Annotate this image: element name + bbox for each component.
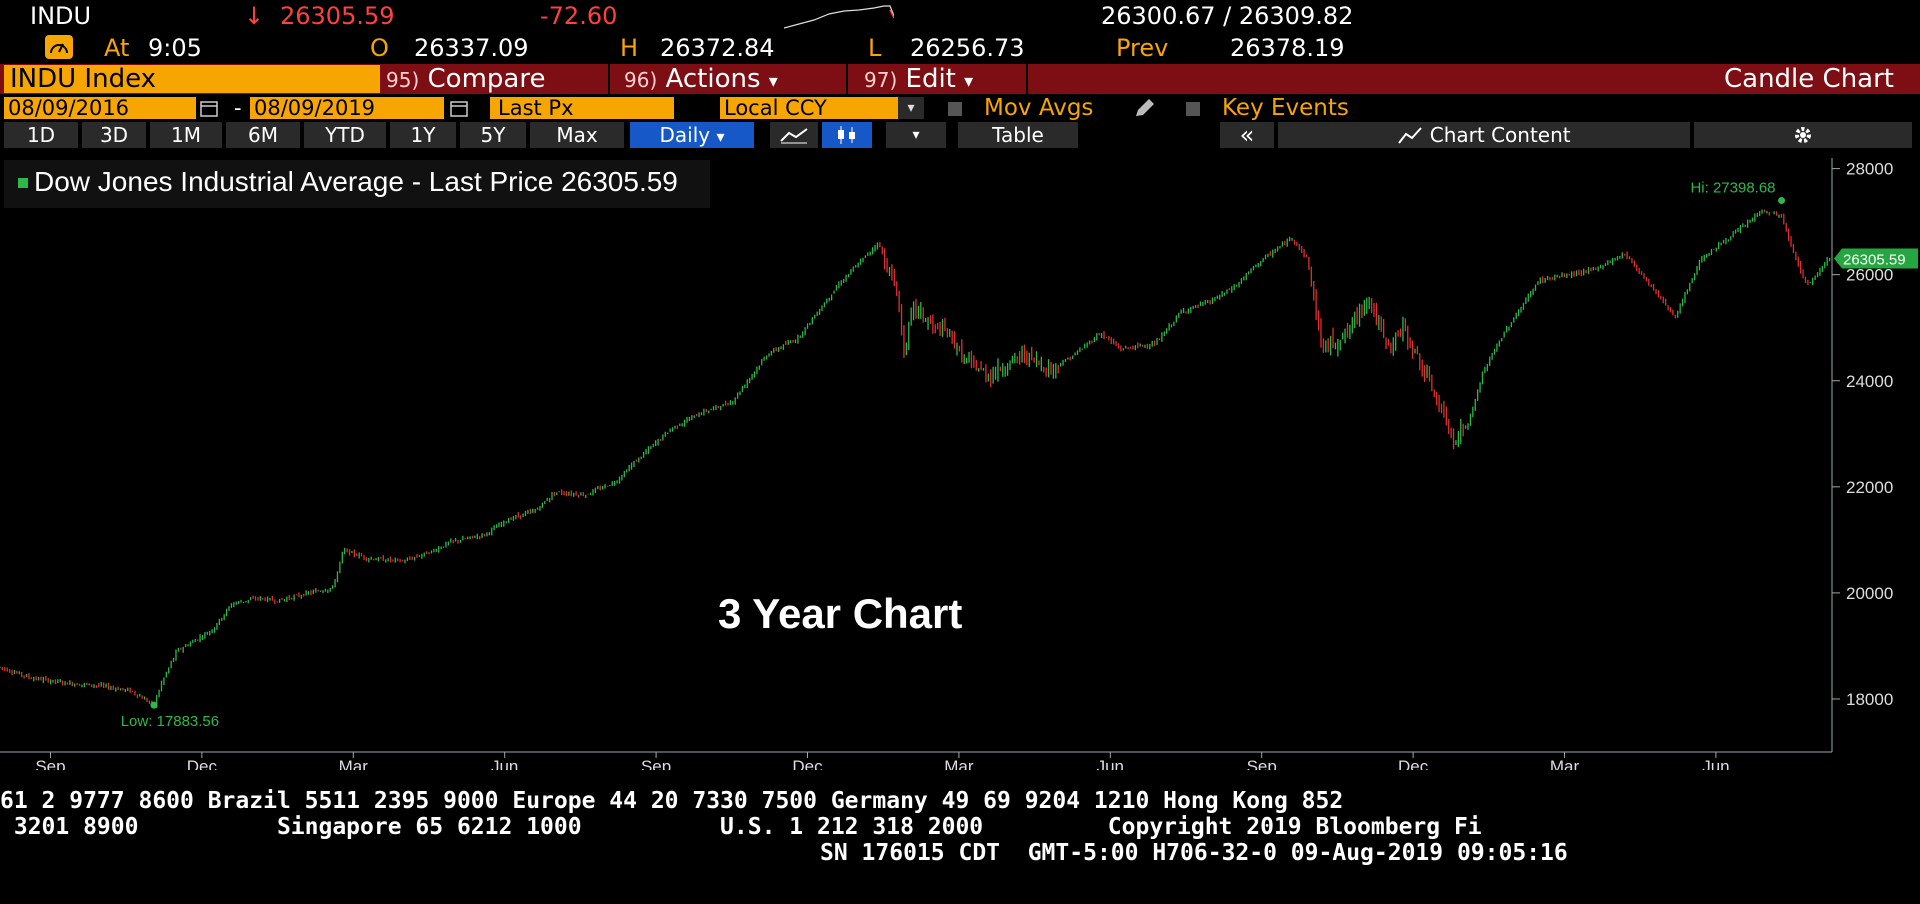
footer-session: SN 176015 CDT GMT-5:00 H706-32-0 09-Aug-…	[820, 840, 1568, 866]
footer-contacts-line1: 61 2 9777 8600 Brazil 5511 2395 9000 Eur…	[0, 788, 1344, 814]
tab-1m[interactable]: 1M	[150, 122, 222, 148]
divider	[1026, 64, 1028, 94]
bid-ask: 26300.67 / 26309.82	[1101, 2, 1354, 30]
compare-label: Compare	[427, 64, 546, 94]
sparkline-icon	[784, 5, 894, 29]
ticker: INDU	[30, 2, 92, 30]
price-chart[interactable]: 18000 20000 22000 24000 26000 28000 Sep Dec Mar J…	[0, 150, 1920, 770]
actions-menu[interactable]: 96) Actions ▾	[624, 64, 778, 94]
y-tick-label: 26000	[1846, 266, 1893, 285]
mov-avgs-checkbox[interactable]	[948, 102, 962, 116]
table-button[interactable]: Table	[958, 122, 1078, 148]
high-label: H	[620, 34, 639, 62]
high-label: Hi: 27398.68	[1690, 179, 1775, 196]
low-marker	[150, 701, 158, 709]
chevron-down-icon: ▾	[768, 71, 778, 92]
x-tick-label: Jun	[491, 757, 518, 770]
chart-content-button[interactable]: Chart Content	[1278, 122, 1690, 148]
period-label: Daily	[659, 123, 711, 147]
tab-1y[interactable]: 1Y	[390, 122, 456, 148]
high-price: 26372.84	[660, 34, 775, 62]
calendar-icon[interactable]	[450, 99, 468, 117]
x-tick-label: Dec	[187, 757, 218, 770]
tab-3d[interactable]: 3D	[82, 122, 146, 148]
tab-ytd[interactable]: YTD	[304, 122, 386, 148]
last-price-label: 26305.59	[1843, 251, 1906, 268]
tab-6m[interactable]: 6M	[226, 122, 300, 148]
x-tick-label: Jun	[1097, 757, 1124, 770]
edit-label: Edit	[905, 64, 956, 94]
y-tick-label: 20000	[1846, 584, 1893, 603]
mov-avgs-label[interactable]: Mov Avgs	[984, 95, 1094, 121]
net-change: -72.60	[540, 2, 618, 30]
collapse-button[interactable]: «	[1220, 122, 1274, 148]
divider	[846, 64, 848, 94]
key-events-label[interactable]: Key Events	[1222, 95, 1349, 121]
high-marker	[1778, 196, 1786, 204]
last-price: 26305.59	[280, 2, 395, 30]
actions-label: Actions	[665, 64, 761, 94]
time-label: At	[104, 34, 130, 62]
edit-number: 97)	[864, 68, 898, 92]
start-date-field[interactable]: 08/09/2016	[4, 97, 196, 119]
open-label: O	[370, 34, 389, 62]
prev-price: 26378.19	[1230, 34, 1345, 62]
legend-label: Dow Jones Industrial Average - Last Pric…	[34, 166, 678, 197]
low-label: L	[868, 34, 882, 62]
actions-number: 96)	[624, 68, 658, 92]
low-label: Low: 17883.56	[121, 713, 219, 730]
calendar-icon[interactable]	[200, 99, 218, 117]
legend-box: Dow Jones Industrial Average - Last Pric…	[4, 160, 710, 208]
y-tick-label: 18000	[1846, 690, 1893, 709]
tab-1d[interactable]: 1D	[4, 122, 78, 148]
down-arrow-icon: ↓	[244, 2, 265, 30]
chevron-down-icon: ▾	[716, 127, 725, 146]
key-events-checkbox[interactable]	[1186, 102, 1200, 116]
period-selector[interactable]: Daily ▾	[630, 122, 754, 148]
x-tick-label: Jun	[1702, 757, 1729, 770]
y-tick-label: 24000	[1846, 372, 1893, 391]
footer-contacts-line2: 3201 8900 Singapore 65 6212 1000 U.S. 1 …	[0, 814, 1482, 840]
chart-content-icon	[1398, 127, 1423, 144]
field-selector[interactable]: Last Px	[490, 97, 674, 119]
tab-max[interactable]: Max	[530, 122, 624, 148]
x-tick-label: Mar	[339, 757, 369, 770]
chart-annotation: 3 Year Chart	[718, 590, 963, 637]
x-tick-label: Mar	[944, 757, 974, 770]
edit-menu[interactable]: 97) Edit ▾	[864, 64, 973, 94]
compare-number: 95)	[386, 68, 420, 92]
candle-chart-icon[interactable]	[822, 122, 872, 148]
chevron-down-icon[interactable]: ▾	[886, 122, 946, 148]
x-tick-label: Sep	[1247, 757, 1277, 770]
x-tick-label: Dec	[1398, 757, 1429, 770]
currency-selector[interactable]: Local CCY	[720, 97, 898, 119]
y-tick-label: 28000	[1846, 160, 1893, 179]
chevron-down-icon[interactable]: ▾	[898, 97, 924, 119]
line-chart-icon[interactable]	[770, 122, 818, 148]
last-price-flag	[1834, 248, 1918, 269]
quote-time: 9:05	[148, 34, 202, 62]
gauge-icon[interactable]	[44, 34, 74, 60]
legend-swatch	[18, 178, 28, 188]
y-tick-label: 22000	[1846, 478, 1893, 497]
chart-title: Candle Chart	[1723, 64, 1894, 94]
low-price: 26256.73	[910, 34, 1025, 62]
gear-icon[interactable]	[1694, 122, 1912, 148]
divider	[608, 64, 610, 94]
tab-5y[interactable]: 5Y	[460, 122, 526, 148]
x-tick-label: Mar	[1550, 757, 1580, 770]
end-date-field[interactable]: 08/09/2019	[250, 97, 444, 119]
prev-label: Prev	[1116, 34, 1169, 62]
pencil-icon[interactable]	[1134, 98, 1156, 118]
chart-content-label: Chart Content	[1429, 123, 1571, 147]
compare-menu[interactable]: 95) Compare	[386, 64, 545, 94]
chevron-down-icon: ▾	[964, 71, 974, 92]
x-tick-label: Sep	[35, 757, 65, 770]
open-price: 26337.09	[414, 34, 529, 62]
x-tick-label: Sep	[641, 757, 671, 770]
x-tick-label: Dec	[792, 757, 823, 770]
candles	[0, 209, 1833, 708]
date-separator: -	[234, 96, 242, 120]
security-field[interactable]: INDU Index	[4, 65, 380, 93]
